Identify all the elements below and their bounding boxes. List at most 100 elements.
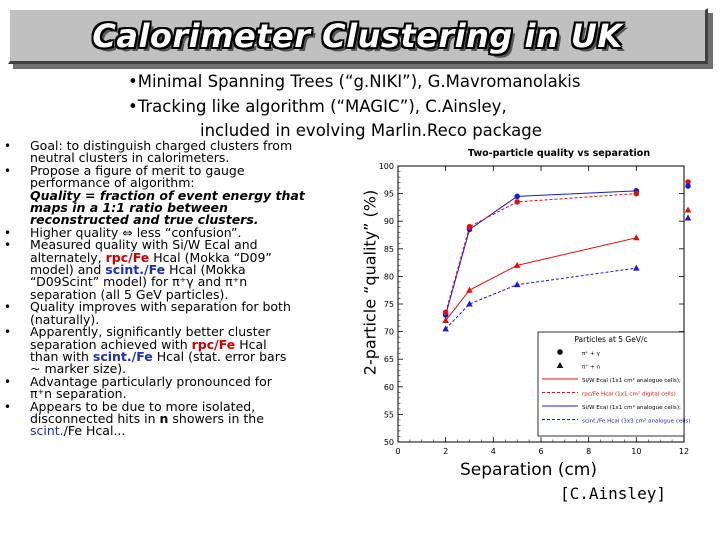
y-tick-label: 65 [384,355,394,364]
chart-title: Two-particle quality vs separation [468,148,650,159]
bullet-text: than with [30,348,93,364]
scint-fe-highlight: scint./Fe [92,348,153,364]
side-marker [684,214,692,221]
bullet-text: Measured quality with Si/W Ecal and [30,237,258,253]
bullet-text: separation (all 5 GeV particles). [30,286,229,302]
subheader-line-1: •Minimal Spanning Trees (“g.NIKI”), G.Ma… [128,72,581,91]
data-point [513,261,521,268]
bullet-text: Appears to be due to more isolated, [30,398,256,414]
y-tick-label: 90 [384,217,394,226]
data-point [514,199,520,205]
bullet-text: Hcal (Mokka [165,262,246,278]
side-marker [685,179,691,185]
bullet-dot: • [4,163,12,178]
x-axis-label: Separation (cm) [460,460,598,480]
bullet-dot: • [4,300,12,315]
bullet-text: Goal: to distinguish charged clusters fr… [30,138,293,153]
data-point [633,190,640,197]
side-marker [684,206,692,213]
quality-definition: maps in a 1:1 ratio between [30,200,228,216]
bullet-dot: • [4,225,12,240]
x-tick-label: 8 [586,447,591,456]
bullet-text: Propose a figure of merit to gauge [30,162,245,178]
y-tick-label: 85 [384,245,394,254]
bullet-text: Advantage particularly pronounced for [30,373,272,389]
data-point [466,300,473,307]
bullet-apparently: • Apparently, significantly better clust… [4,324,324,377]
bullet-dot: • [4,399,12,414]
y-tick-label: 55 [384,410,394,419]
legend-entry: π⁺ + n [582,364,601,371]
bullet-text: ~ marker size). [30,361,127,377]
data-point [513,281,521,288]
x-tick-label: 4 [491,447,496,456]
bullet-higher-quality: • Higher quality ⇔ less “confusion”. [4,224,324,240]
x-tick-label: 10 [631,447,641,456]
subheader-line-3: included in evolving Marlin.Reco package [200,121,542,140]
rpc-fe-highlight: rpc/Fe [191,336,236,352]
legend-marker [556,362,564,368]
bullet-dot: • [4,139,12,153]
slide-title: Calorimeter Clustering in UK [92,16,623,55]
bullet-text: π⁺n separation. [30,386,127,402]
title-banner: Calorimeter Clustering in UK [8,8,708,64]
data-point [514,193,520,200]
legend-entry: π⁺ + γ [582,350,601,357]
y-tick-label: 100 [379,162,394,171]
bullet-text: Hcal [235,336,267,352]
scint-highlight: scint. [30,423,64,439]
series-line-1 [445,193,637,313]
legend-entry: rpc/Fe Hcal (1x1 cm² digital cells) [582,391,676,398]
bullet-measured: • Measured quality with Si/W Ecal and al… [4,237,324,302]
x-tick-label: 6 [538,447,543,456]
side-marker [685,183,691,189]
y-tick-label: 95 [384,190,394,199]
data-point [442,325,449,332]
legend-entry: Si/W Ecal (1x1 cm² analogue cells); [582,377,681,384]
y-tick-label: 60 [384,383,394,392]
quality-definition: reconstructed and true clusters. [30,212,259,228]
bullet-text: Quality improves with separation for bot… [30,299,291,315]
legend-entry: scint./Fe Hcal (3x3 cm² analogue cells) [582,418,690,425]
bullet-text: neutral clusters in calorimeters. [30,150,230,166]
bullet-dot: • [4,374,12,389]
legend-entry: Si/W Ecal (1x1 cm² analogue cells); [582,404,681,411]
bullet-text: separation achieved with [30,336,192,352]
y-tick-label: 50 [384,438,394,447]
y-tick-label: 75 [384,300,394,309]
bullet-figure-of-merit: • Propose a figure of merit to gauge per… [4,162,324,228]
data-point [442,317,449,324]
data-point [466,286,473,293]
bullet-text: Hcal (Mokka “D09” [149,249,272,265]
data-point [633,264,640,271]
scint-fe-highlight: scint./Fe [105,262,166,278]
bullet-text: “D09Scint” model) for π⁺γ and π⁺n [30,274,248,290]
bullet-text: Higher quality ⇔ less “confusion”. [30,224,242,240]
quality-definition: Quality = fraction of event energy that [30,187,305,203]
bullet-text: Apparently, significantly better cluster [30,324,271,340]
subheader-line-2: •Tracking like algorithm (“MAGIC”), C.Ai… [128,97,507,116]
bullet-text: (naturally). [30,311,100,327]
bullet-text: Hcal (stat. error bars [152,348,287,364]
data-point [466,223,473,230]
legend-box [537,331,685,437]
bullet-text: performance of algorithm: [30,175,195,191]
x-tick-label: 2 [443,447,448,456]
credit-label: [C.Ainsley] [560,484,666,503]
data-point [442,309,449,316]
x-tick-label: 0 [395,447,400,456]
bullet-text: showers in the [168,410,264,426]
legend-marker [557,349,563,355]
bullet-dot: • [4,238,12,253]
bullet-quality-improves: • Quality improves with separation for b… [4,299,324,327]
data-point [633,234,640,241]
bullet-goal: • Goal: to distinguish charged clusters … [4,138,324,166]
bullet-dot: • [4,325,12,340]
bullet-text: alternately, [30,249,106,265]
bullet-appears: • Appears to be due to more isolated, di… [4,398,324,439]
bullet-text: disconnected hits in [30,410,160,426]
bullet-text: model) and [30,262,106,278]
rpc-fe-highlight: rpc/Fe [105,249,150,265]
bullet-text: /Fe Hcal... [63,423,126,439]
y-tick-label: 70 [384,328,394,337]
